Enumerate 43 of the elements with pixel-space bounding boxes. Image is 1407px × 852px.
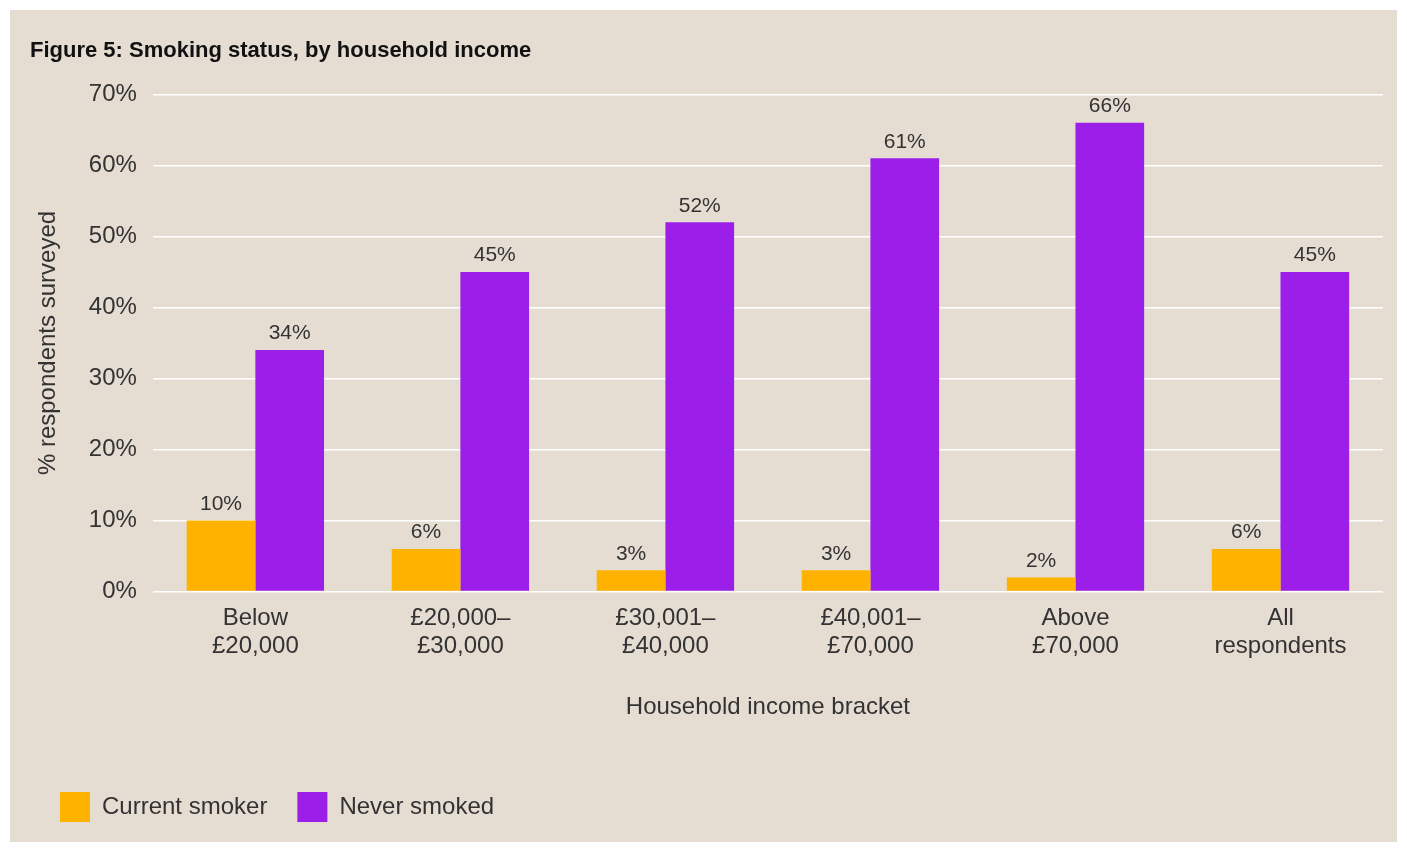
y-axis-title: % respondents surveyed bbox=[33, 210, 61, 476]
bar bbox=[255, 350, 325, 591]
x-axis-title: Household income bracket bbox=[625, 692, 911, 720]
data-label: 66% bbox=[1088, 93, 1131, 117]
bar bbox=[596, 570, 666, 591]
y-tick-label: 10% bbox=[88, 505, 137, 533]
data-label: 45% bbox=[473, 242, 516, 266]
bar bbox=[801, 570, 871, 591]
bar bbox=[1006, 577, 1076, 591]
bar bbox=[1211, 548, 1281, 591]
y-tick-label: 0% bbox=[102, 576, 137, 604]
data-label: 3% bbox=[615, 540, 647, 564]
data-label: 52% bbox=[678, 192, 721, 216]
y-tick-label: 20% bbox=[88, 434, 137, 462]
bar bbox=[665, 222, 735, 591]
data-label: 3% bbox=[820, 540, 852, 564]
chart-title: Figure 5: Smoking status, by household income bbox=[30, 37, 532, 63]
y-tick-label: 70% bbox=[88, 79, 137, 107]
data-label: 10% bbox=[199, 490, 243, 514]
data-label: 2% bbox=[1025, 547, 1057, 571]
x-tick-label: Below £20,000 bbox=[211, 602, 299, 659]
bar bbox=[460, 271, 530, 591]
x-tick-label: Above £70,000 bbox=[1032, 602, 1119, 659]
x-tick-label: £30,001–£40,000 bbox=[615, 602, 717, 659]
bar bbox=[870, 158, 940, 591]
legend-label: Never smoked bbox=[339, 791, 495, 819]
data-label: 61% bbox=[883, 128, 926, 152]
bar bbox=[391, 548, 461, 591]
y-tick-label: 50% bbox=[88, 221, 137, 249]
data-label: 45% bbox=[1293, 242, 1336, 266]
bar bbox=[1075, 122, 1145, 591]
y-tick-label: 40% bbox=[88, 292, 137, 320]
bar bbox=[186, 520, 256, 591]
x-tick-label: All respondents bbox=[1214, 602, 1347, 659]
x-tick-label: £40,001–£70,000 bbox=[820, 602, 922, 659]
data-label: 6% bbox=[1230, 519, 1262, 543]
legend-label: Current smoker bbox=[102, 791, 268, 819]
y-tick-label: 30% bbox=[88, 363, 137, 391]
bar bbox=[1280, 271, 1350, 591]
y-tick-label: 60% bbox=[88, 150, 137, 178]
data-label: 6% bbox=[410, 519, 442, 543]
data-label: 34% bbox=[268, 320, 311, 344]
x-tick-label: £20,000–£30,000 bbox=[410, 602, 512, 659]
